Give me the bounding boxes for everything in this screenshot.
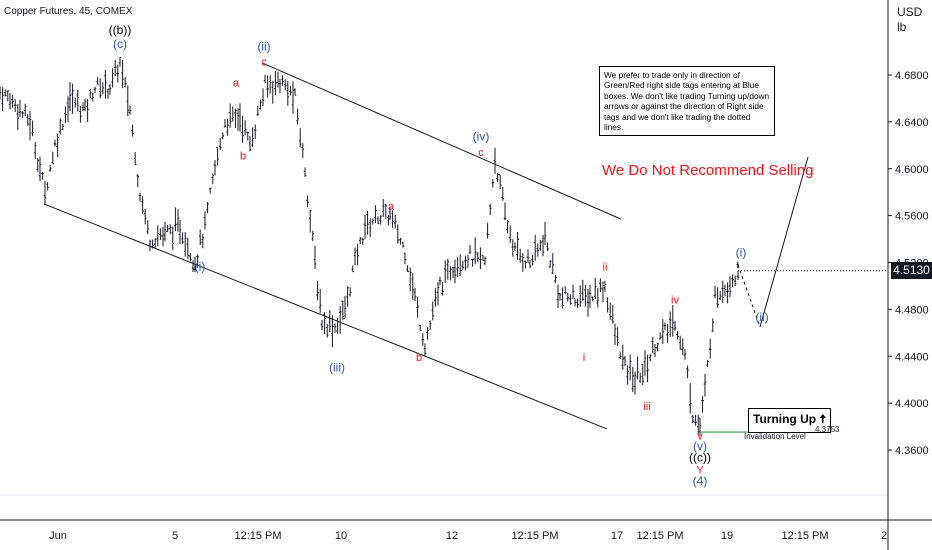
wave-label: (ii): [257, 39, 270, 53]
selling-warning: We Do Not Recommend Selling: [602, 162, 814, 179]
wave-label: c: [478, 147, 484, 159]
x-tick-label: 12:15 PM: [511, 530, 558, 542]
y-tick-label: 4.6800: [895, 70, 929, 82]
arrow-up-icon: 🠅: [819, 412, 827, 426]
wave-label: (4): [693, 474, 708, 488]
y-tick-label: 4.5600: [895, 211, 929, 223]
wave-label: b: [240, 150, 246, 162]
wave-label: (iii): [329, 360, 345, 374]
x-tick-label: 12:15 PM: [636, 530, 683, 542]
x-tick-label: 17: [611, 530, 623, 542]
wave-label: a: [233, 78, 240, 90]
wave-label: c: [261, 57, 267, 69]
wave-label: iv: [671, 295, 679, 307]
wave-label: Y: [696, 464, 704, 476]
wave-label: v: [697, 430, 703, 442]
wave-label: ((b)): [109, 23, 132, 37]
currency-label: USD: [897, 5, 923, 19]
channel-lower-line: [43, 203, 608, 430]
invalidation-value: 4.3753: [815, 425, 840, 434]
wave-label: (i): [736, 246, 747, 260]
unit-label: lb: [897, 20, 907, 34]
wave-label: (c): [113, 37, 127, 51]
turning-up-box: Turning Up 🠅: [748, 408, 832, 433]
last-price-tag[interactable]: 4.5130: [891, 262, 932, 279]
turning-up-label: Turning Up: [753, 412, 817, 426]
channel-upper-line: [262, 62, 622, 220]
wave-label: iii: [643, 401, 650, 413]
y-tick-label: 4.4800: [895, 304, 929, 316]
x-tick-label: 2: [881, 530, 887, 542]
wave-label: i: [583, 352, 585, 364]
chart-title: Copper Futures, 45, COMEX: [4, 6, 133, 17]
projection-dotted-line: [737, 264, 761, 328]
x-tick-label: 19: [721, 530, 733, 542]
wave-label: a: [388, 201, 395, 213]
y-tick-label: 4.4000: [895, 398, 929, 410]
wave-label: (i): [195, 260, 206, 274]
invalidation-label: Invalidation Level: [744, 432, 806, 441]
trading-note-box: We prefer to trade only in direction of …: [599, 66, 775, 137]
projection-line: [759, 156, 809, 328]
wave-label: (ii): [755, 310, 768, 324]
y-tick-label: 4.3600: [895, 445, 929, 457]
y-tick-label: 4.6000: [895, 164, 929, 176]
wave-label: ii: [603, 262, 608, 274]
wave-label: b: [416, 352, 422, 364]
currency-unit: USD lb: [897, 5, 922, 35]
x-tick-label: 12:15 PM: [234, 530, 281, 542]
y-tick-label: 4.4400: [895, 351, 929, 363]
x-tick-label: 5: [172, 530, 178, 542]
wave-label: ((c)): [689, 451, 711, 465]
wave-label: (v): [693, 439, 707, 453]
y-tick-label: 4.6400: [895, 117, 929, 129]
x-tick-label: 12: [446, 530, 458, 542]
x-tick-label: Jun: [49, 530, 67, 542]
x-tick-label: 10: [335, 530, 347, 542]
x-tick-label: 12:15 PM: [781, 530, 828, 542]
wave-label: (iv): [473, 130, 490, 144]
